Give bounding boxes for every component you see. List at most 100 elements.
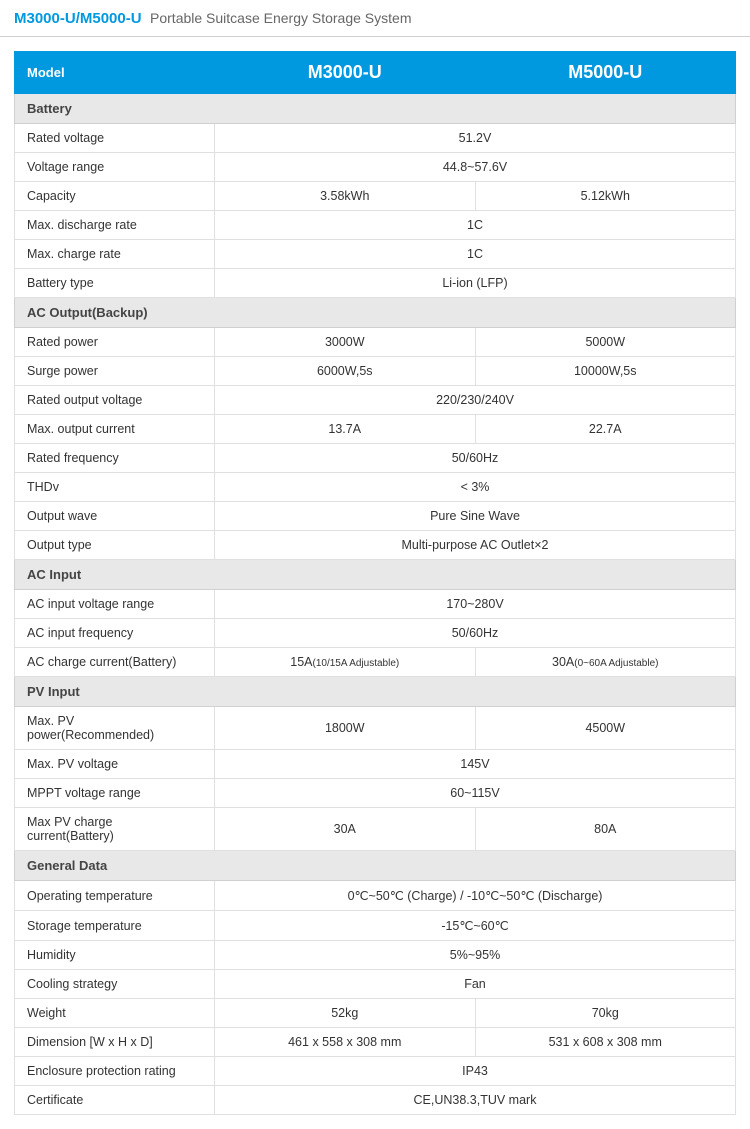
table-row: CertificateCE,UN38.3,TUV mark [15, 1086, 736, 1115]
row-label: Operating temperature [15, 881, 215, 911]
row-value-c2: 80A [475, 808, 736, 851]
title-code: M3000-U/M5000-U [14, 10, 142, 27]
section-title: PV Input [15, 677, 736, 707]
table-row: Max PV charge current(Battery)30A80A [15, 808, 736, 851]
table-row: Max. output current13.7A22.7A [15, 415, 736, 444]
row-label: Storage temperature [15, 911, 215, 941]
spec-table-wrap: Model M3000-U M5000-U BatteryRated volta… [0, 37, 750, 1129]
row-value: 1C [215, 211, 736, 240]
row-value-c1: 461 x 558 x 308 mm [215, 1028, 476, 1057]
section-row: AC Input [15, 560, 736, 590]
table-row: Operating temperature0℃~50℃ (Charge) / -… [15, 881, 736, 911]
row-value: -15℃~60℃ [215, 911, 736, 941]
row-value-c2: 70kg [475, 999, 736, 1028]
section-row: AC Output(Backup) [15, 298, 736, 328]
row-label: Rated voltage [15, 124, 215, 153]
row-value-c2: 531 x 608 x 308 mm [475, 1028, 736, 1057]
row-value-c1: 30A [215, 808, 476, 851]
row-value: Li-ion (LFP) [215, 269, 736, 298]
row-value: 170~280V [215, 590, 736, 619]
table-row: Dimension [W x H x D]461 x 558 x 308 mm5… [15, 1028, 736, 1057]
row-label: Max. output current [15, 415, 215, 444]
row-value: 50/60Hz [215, 619, 736, 648]
table-row: Output typeMulti-purpose AC Outlet×2 [15, 531, 736, 560]
row-value: 44.8~57.6V [215, 153, 736, 182]
table-row: Humidity5%~95% [15, 941, 736, 970]
row-value: < 3% [215, 473, 736, 502]
table-row: AC charge current(Battery)15A(10/15A Adj… [15, 648, 736, 677]
row-label: MPPT voltage range [15, 779, 215, 808]
col-header-c1: M3000-U [215, 52, 476, 94]
row-label: Battery type [15, 269, 215, 298]
row-value-c1: 52kg [215, 999, 476, 1028]
row-value-c1-sub: (10/15A Adjustable) [313, 658, 400, 669]
table-row: Max. PV power(Recommended)1800W4500W [15, 707, 736, 750]
col-header-model: Model [15, 52, 215, 94]
row-label: Rated power [15, 328, 215, 357]
table-row: MPPT voltage range60~115V [15, 779, 736, 808]
row-value: 5%~95% [215, 941, 736, 970]
row-label: AC input voltage range [15, 590, 215, 619]
row-label: Dimension [W x H x D] [15, 1028, 215, 1057]
table-row: Storage temperature-15℃~60℃ [15, 911, 736, 941]
row-label: Cooling strategy [15, 970, 215, 999]
table-row: Rated power3000W5000W [15, 328, 736, 357]
row-value-c2: 30A(0~60A Adjustable) [475, 648, 736, 677]
row-value-c2: 5000W [475, 328, 736, 357]
row-label: Max. PV power(Recommended) [15, 707, 215, 750]
section-title: General Data [15, 851, 736, 881]
page-header: M3000-U/M5000-U Portable Suitcase Energy… [0, 0, 750, 37]
table-row: Rated voltage51.2V [15, 124, 736, 153]
row-value-c1: 3000W [215, 328, 476, 357]
table-row: Max. discharge rate1C [15, 211, 736, 240]
section-row: PV Input [15, 677, 736, 707]
table-row: AC input voltage range170~280V [15, 590, 736, 619]
row-value: 1C [215, 240, 736, 269]
row-value-c2: 10000W,5s [475, 357, 736, 386]
row-label: Voltage range [15, 153, 215, 182]
row-label: Enclosure protection rating [15, 1057, 215, 1086]
row-label: Certificate [15, 1086, 215, 1115]
row-value: Multi-purpose AC Outlet×2 [215, 531, 736, 560]
row-label: THDv [15, 473, 215, 502]
table-row: THDv< 3% [15, 473, 736, 502]
section-title: AC Output(Backup) [15, 298, 736, 328]
table-row: Max. PV voltage145V [15, 750, 736, 779]
row-label: Max PV charge current(Battery) [15, 808, 215, 851]
section-title: Battery [15, 94, 736, 124]
row-value: 145V [215, 750, 736, 779]
table-row: Max. charge rate1C [15, 240, 736, 269]
section-title: AC Input [15, 560, 736, 590]
section-row: General Data [15, 851, 736, 881]
row-label: Surge power [15, 357, 215, 386]
row-value-c1: 3.58kWh [215, 182, 476, 211]
row-value-c1: 15A(10/15A Adjustable) [215, 648, 476, 677]
table-row: Output wavePure Sine Wave [15, 502, 736, 531]
row-label: AC input frequency [15, 619, 215, 648]
row-value: Fan [215, 970, 736, 999]
row-value: 220/230/240V [215, 386, 736, 415]
row-value-c1: 6000W,5s [215, 357, 476, 386]
row-label: AC charge current(Battery) [15, 648, 215, 677]
spec-table: Model M3000-U M5000-U BatteryRated volta… [14, 51, 736, 1115]
table-row: Weight52kg70kg [15, 999, 736, 1028]
table-row: Cooling strategyFan [15, 970, 736, 999]
row-value-c2-sub: (0~60A Adjustable) [574, 658, 658, 669]
row-value-c2: 4500W [475, 707, 736, 750]
row-label: Capacity [15, 182, 215, 211]
row-label: Rated output voltage [15, 386, 215, 415]
row-value-c2: 5.12kWh [475, 182, 736, 211]
row-label: Max. PV voltage [15, 750, 215, 779]
table-row: Voltage range44.8~57.6V [15, 153, 736, 182]
row-value: 50/60Hz [215, 444, 736, 473]
table-row: AC input frequency50/60Hz [15, 619, 736, 648]
row-value-c1: 13.7A [215, 415, 476, 444]
row-label: Humidity [15, 941, 215, 970]
row-label: Max. charge rate [15, 240, 215, 269]
col-header-c2: M5000-U [475, 52, 736, 94]
table-row: Battery typeLi-ion (LFP) [15, 269, 736, 298]
row-label: Output type [15, 531, 215, 560]
table-row: Rated output voltage220/230/240V [15, 386, 736, 415]
title-desc: Portable Suitcase Energy Storage System [150, 10, 411, 26]
row-value: IP43 [215, 1057, 736, 1086]
